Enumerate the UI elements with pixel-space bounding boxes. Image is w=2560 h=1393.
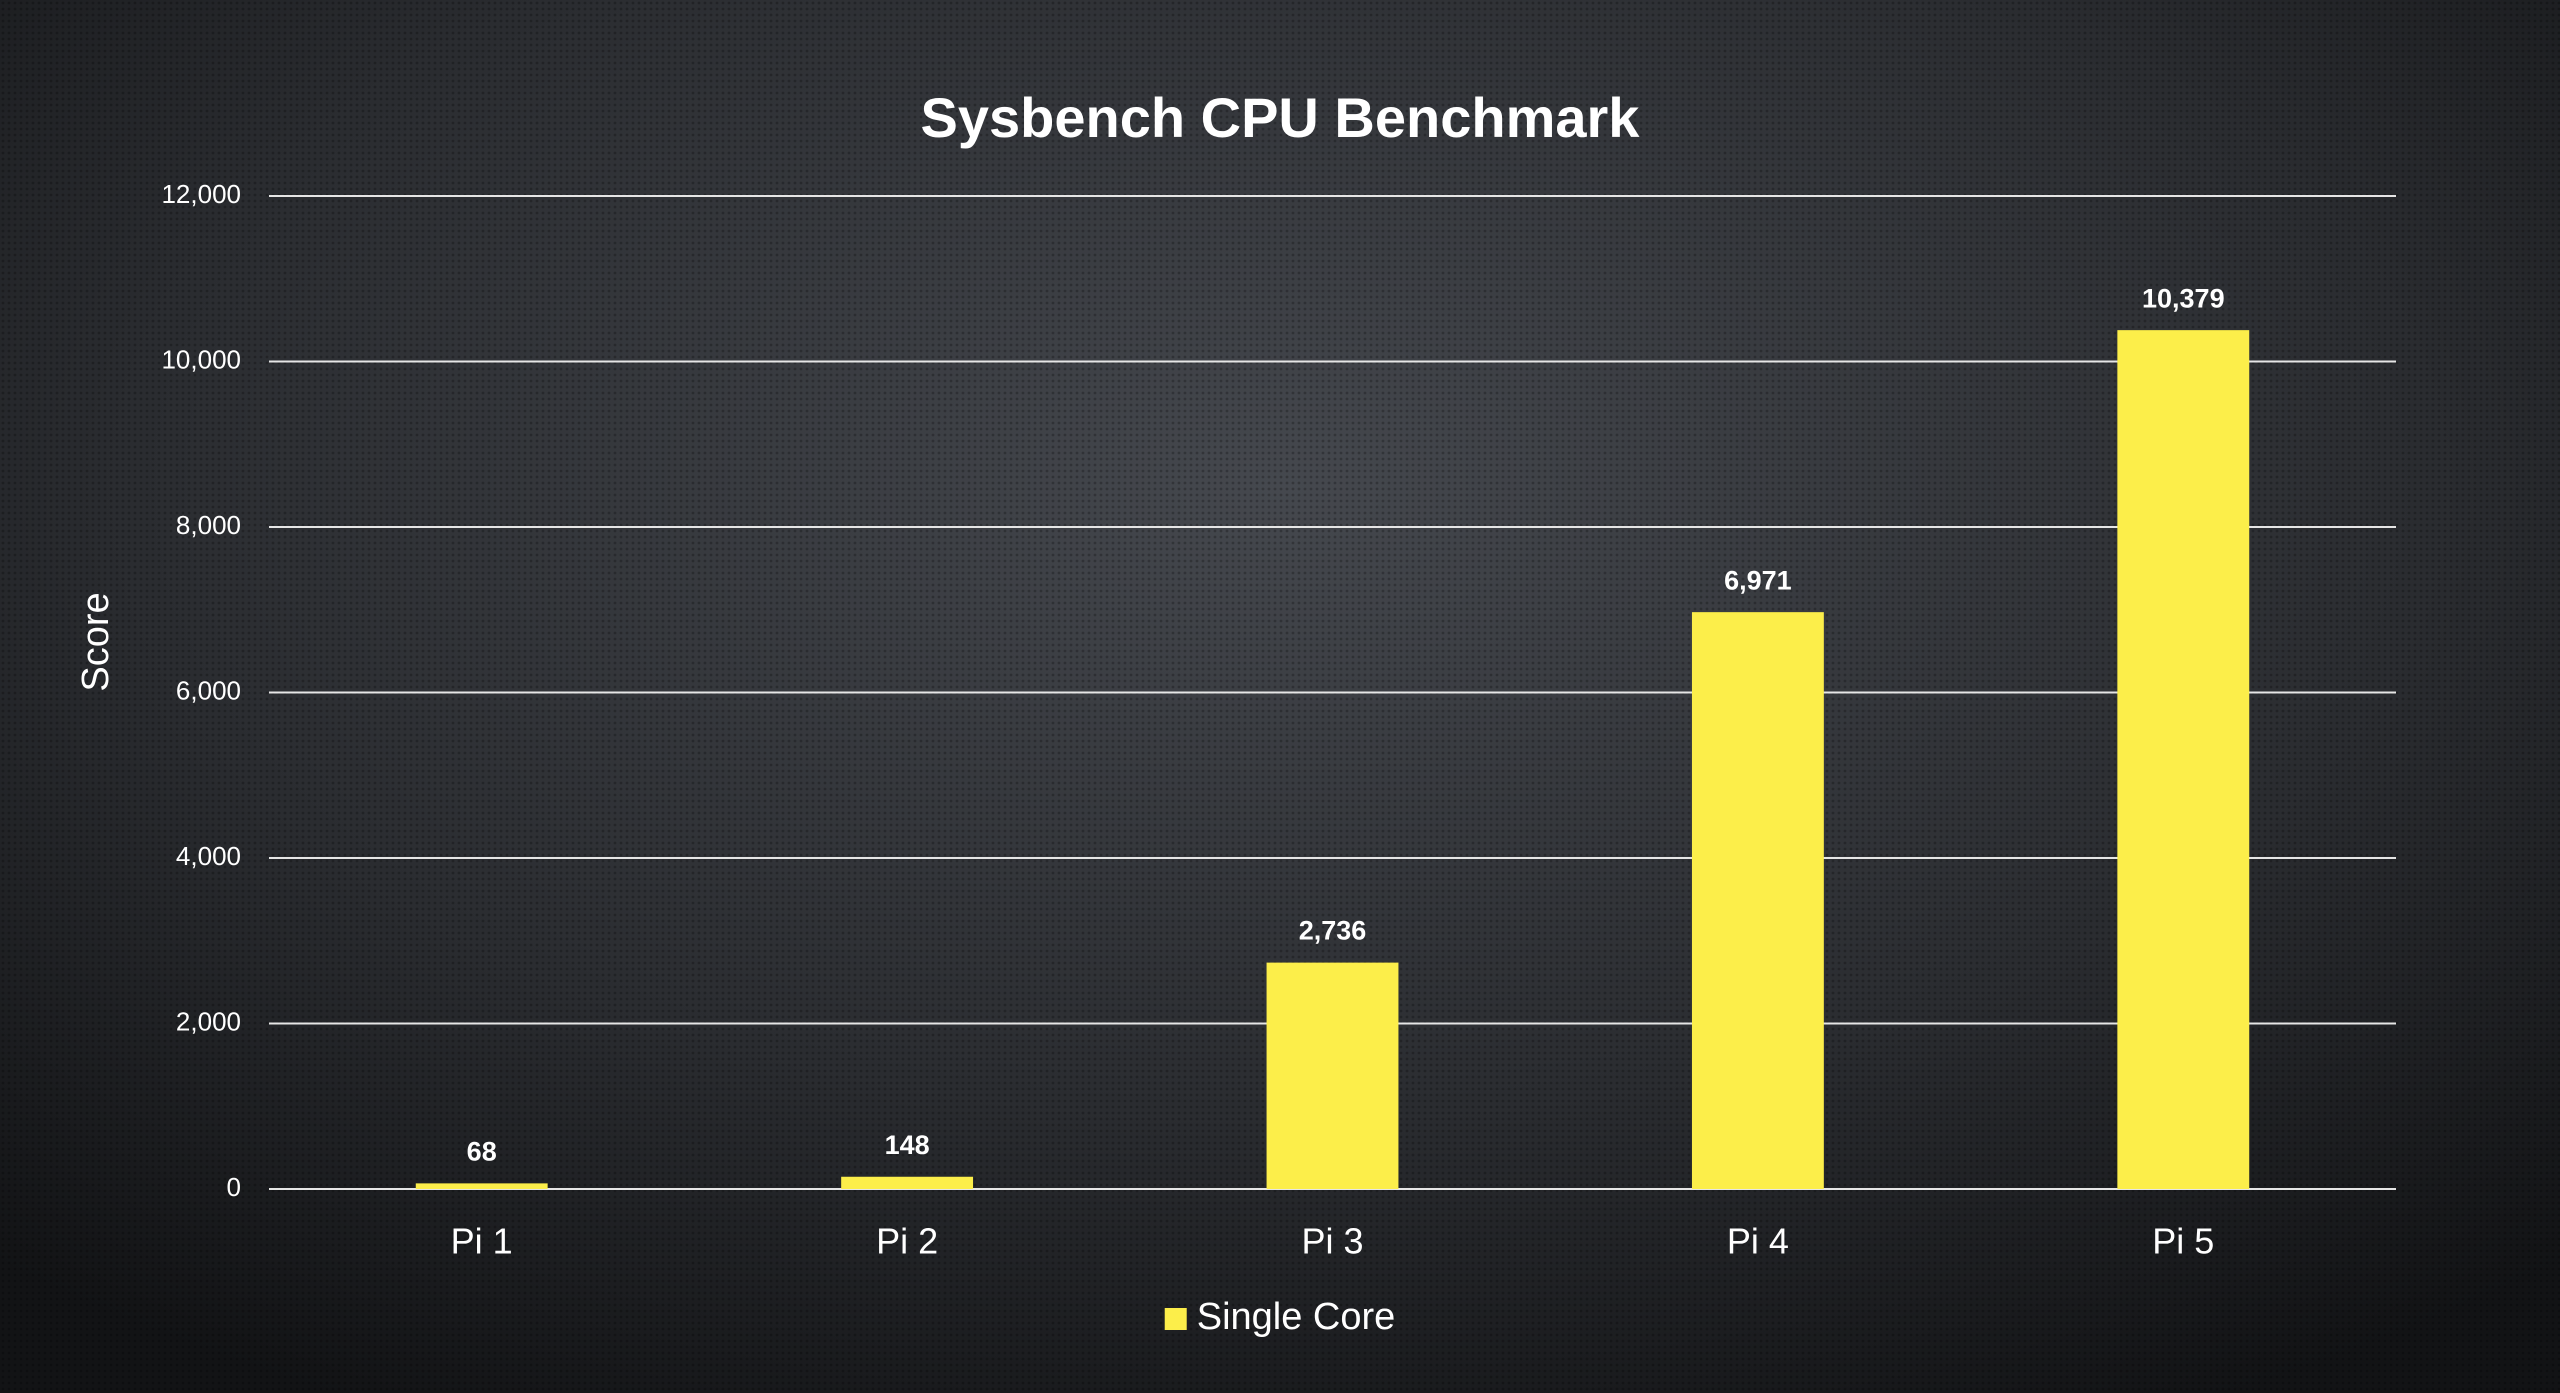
x-tick-label: Pi 2 xyxy=(876,1221,938,1262)
y-tick-label: 12,000 xyxy=(161,179,241,209)
x-tick-label: Pi 1 xyxy=(451,1221,513,1262)
data-label: 2,736 xyxy=(1299,916,1367,946)
y-tick-label: 8,000 xyxy=(176,510,241,540)
chart-title: Sysbench CPU Benchmark xyxy=(921,86,1641,149)
bar xyxy=(415,1183,548,1189)
bar xyxy=(1266,962,1399,1189)
bar xyxy=(841,1176,974,1189)
x-tick-label: Pi 3 xyxy=(1301,1221,1363,1262)
y-axis-label: Score xyxy=(75,592,117,691)
y-tick-label: 10,000 xyxy=(161,344,241,374)
data-label: 68 xyxy=(467,1136,497,1166)
data-label: 6,971 xyxy=(1724,565,1792,595)
x-tick-label: Pi 5 xyxy=(2152,1221,2214,1262)
x-tick-label: Pi 4 xyxy=(1727,1221,1789,1262)
y-tick-label: 2,000 xyxy=(176,1006,241,1036)
y-tick-label: 6,000 xyxy=(176,675,241,705)
data-label: 10,379 xyxy=(2142,283,2225,313)
bar xyxy=(1691,612,1824,1189)
y-tick-label: 0 xyxy=(227,1172,241,1202)
bar xyxy=(2117,330,2250,1189)
data-label: 148 xyxy=(885,1130,930,1160)
legend-label: Single Core xyxy=(1197,1296,1396,1338)
legend-swatch xyxy=(1164,1308,1187,1330)
y-tick-label: 4,000 xyxy=(176,841,241,871)
